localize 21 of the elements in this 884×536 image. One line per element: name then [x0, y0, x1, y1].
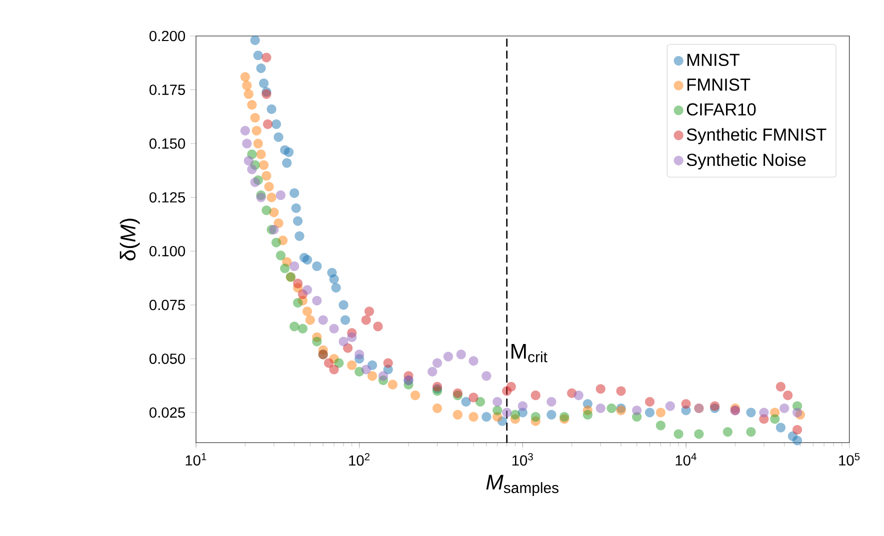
x-tick-label: 10$^{4}$ — [676, 453, 696, 466]
y-tick-label: 0.050 — [150, 354, 186, 364]
y-tick-label: 0.025 — [150, 407, 186, 418]
y-axis-title: δ(M) — [120, 218, 140, 260]
y-tick-label: 0.100 — [150, 246, 186, 256]
x-tick-label: 10$^{1}$ — [186, 453, 206, 466]
y-tick-label: 0.200 — [150, 30, 186, 42]
y-tick-label: 0.125 — [150, 192, 186, 203]
y-tick-label: 0.150 — [150, 138, 186, 149]
ref-line-label: M$_{crit}$ — [512, 344, 548, 362]
x-tick-label: 10$^{3}$ — [512, 453, 533, 466]
legend-label: FMNIST — [687, 78, 750, 91]
legend-label: CIFAR10 — [686, 103, 756, 116]
legend-label: MNIST — [687, 54, 740, 66]
legend-label: Synthetic Noise — [686, 153, 806, 170]
x-tick-label: 10$^{5}$ — [839, 453, 860, 466]
y-tick-label: 0.075 — [150, 300, 186, 310]
x-axis-title: M$_{samples}$ — [486, 474, 558, 496]
y-tick-label: 0.175 — [150, 84, 186, 95]
legend-label: Synthetic FMNIST — [686, 128, 826, 144]
x-tick-label: 10$^{2}$ — [349, 453, 370, 466]
